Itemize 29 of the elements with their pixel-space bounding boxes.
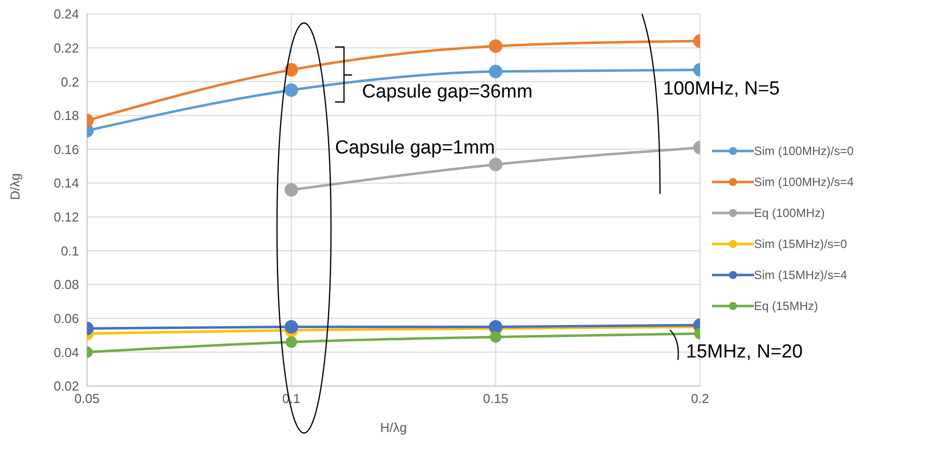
y-tick-label: 0.08 bbox=[54, 277, 79, 292]
y-axis-title: D/λg bbox=[8, 173, 23, 200]
legend-label: Sim (100MHz)/s=4 bbox=[754, 174, 854, 188]
y-tick-label: 0.06 bbox=[54, 310, 79, 326]
y-tick-label: 0.18 bbox=[54, 108, 79, 124]
y-tick-label: 0.04 bbox=[54, 344, 79, 360]
annotation: 100MHz, N=5 bbox=[663, 78, 780, 100]
y-tick-label: 0.02 bbox=[54, 378, 79, 394]
x-tick-label: 0.15 bbox=[483, 391, 508, 406]
y-tick-label: 0.22 bbox=[54, 40, 79, 56]
y-tick-label: 0.14 bbox=[54, 176, 79, 191]
y-tick-label: 0.12 bbox=[54, 210, 79, 225]
legend-label: Eq (15MHz) bbox=[754, 298, 818, 312]
legend-label: Eq (100MHz) bbox=[754, 206, 825, 220]
legend-label: Sim (100MHz)/s=0 bbox=[754, 144, 854, 158]
legend-label: Sim (15MHz)/s=0 bbox=[754, 236, 848, 250]
y-tick-label: 0.1 bbox=[60, 243, 79, 258]
y-tick-label: 0.24 bbox=[54, 6, 79, 22]
legend-label: Sim (15MHz)/s=4 bbox=[754, 268, 848, 282]
point bbox=[284, 183, 298, 197]
y-tick-label: 0.16 bbox=[54, 142, 79, 157]
annotation: Capsule gap=1mm bbox=[335, 138, 496, 158]
annotation: 15MHz, N=20 bbox=[686, 342, 803, 362]
x-tick-label: 0.2 bbox=[690, 391, 710, 406]
point bbox=[488, 158, 502, 172]
x-axis-title: H/λg bbox=[380, 420, 407, 435]
x-tick-label: 0.05 bbox=[74, 391, 100, 406]
y-tick-label: 0.2 bbox=[60, 74, 79, 90]
annotation: Capsule gap=36mm bbox=[362, 82, 533, 102]
